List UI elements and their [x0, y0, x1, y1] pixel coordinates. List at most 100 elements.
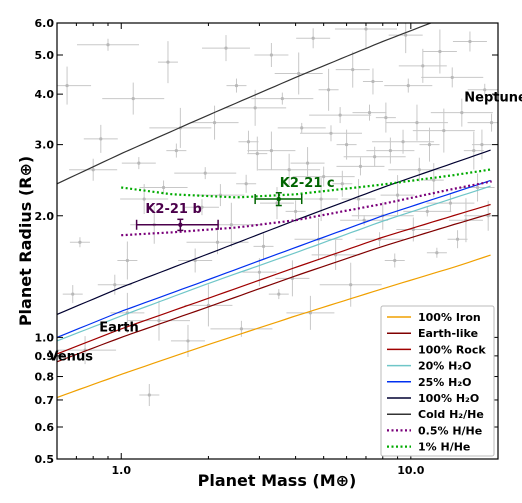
legend-label: 100% Rock [418, 343, 486, 356]
y-tick-label: 0.8 [35, 371, 55, 384]
background-planet [421, 67, 484, 88]
k2-21-planets: K2-21 b K2-21 c [135, 176, 335, 232]
background-planet [139, 384, 160, 407]
background-planet [375, 102, 396, 133]
x-tick-label: 10.0 [397, 464, 424, 477]
background-planet [236, 174, 257, 193]
background-planet [296, 28, 331, 49]
background-planet [127, 300, 190, 341]
background-planet [352, 104, 387, 121]
background-planet [452, 31, 487, 52]
legend: 100% Iron Earth-like 100% Rock 20% H₂O 25% H… [380, 305, 495, 457]
background-planet [309, 107, 372, 124]
background-planet [184, 199, 219, 216]
background-planet [166, 143, 187, 158]
legend-label: 0.5% H/He [418, 424, 482, 437]
background-planet [319, 262, 382, 307]
y-tick-label: 4.0 [35, 88, 55, 101]
x-axis-label: Planet Mass (M⊕) [198, 471, 357, 490]
curve-cold-h-he [57, 23, 433, 185]
legend-label: Earth-like [418, 327, 478, 340]
label-earth: Earth [99, 320, 139, 335]
background-planet [174, 167, 237, 180]
background-planet [238, 130, 259, 153]
background-planet [384, 253, 405, 268]
curve-100-h-o [57, 149, 491, 315]
legend-entry: 100% H₂O [387, 392, 479, 405]
background-planet [334, 23, 397, 49]
background-planet [178, 248, 213, 273]
background-planet [83, 124, 118, 153]
background-planet [341, 179, 376, 220]
background-planet [384, 78, 433, 93]
legend-label: 100% Iron [418, 311, 481, 324]
background-planet [471, 129, 492, 160]
background-planet [460, 173, 495, 202]
background-planet [423, 163, 444, 198]
label-venus: Venus [49, 349, 94, 364]
background-planet [251, 92, 314, 105]
x-tick-label: 1.0 [111, 464, 131, 477]
background-planet [318, 68, 339, 111]
background-planets [57, 23, 498, 407]
background-planet [467, 83, 498, 96]
background-planet [335, 51, 370, 88]
background-planet [120, 184, 169, 215]
legend-entry: 1% H/He [387, 441, 470, 454]
legend-label: Cold H₂/He [418, 408, 484, 421]
background-planet [447, 230, 468, 249]
planet-k2-21-c: K2-21 c [254, 176, 335, 207]
legend-entry: 100% Iron [387, 311, 481, 324]
plot-frame [56, 22, 499, 460]
background-planet [463, 131, 484, 170]
background-planet [201, 35, 250, 62]
background-planet [121, 157, 156, 170]
background-planet [336, 157, 385, 176]
background-planet [76, 38, 139, 51]
background-planet [254, 42, 289, 67]
y-tick-label: 0.7 [35, 394, 55, 407]
background-planet [467, 113, 498, 132]
background-planet [372, 129, 435, 154]
background-planet [385, 104, 448, 141]
curve-25-h-o [57, 179, 491, 338]
legend-entry: 25% H₂O [387, 376, 472, 389]
legend-entry: 100% Rock [387, 343, 486, 356]
background-planet [242, 258, 277, 287]
legend-label: 20% H₂O [418, 360, 472, 373]
curve-20-h-o [57, 185, 491, 342]
curve-earth-like [57, 213, 491, 363]
background-planet [285, 200, 306, 223]
background-planet [366, 137, 415, 164]
y-tick-label: 5.0 [35, 49, 55, 62]
background-planet [388, 157, 451, 182]
y-tick-label: 1.0 [35, 331, 55, 344]
legend-entry: Earth-like [387, 327, 478, 340]
legend-entry: 20% H₂O [387, 360, 472, 373]
curve-1-h-he [121, 168, 492, 199]
x-axis-ticks: 1.0 10.0 [56, 23, 499, 477]
background-planet [268, 289, 289, 300]
legend-box [380, 305, 495, 457]
background-planet [286, 295, 335, 330]
curve-0-5-h-he [121, 180, 492, 237]
legend-label: 100% H₂O [418, 392, 479, 405]
y-tick-label: 0.9 [35, 350, 55, 363]
legend-label: 1% H/He [418, 441, 470, 454]
background-planet [430, 98, 493, 127]
background-planet [412, 108, 475, 153]
background-planet [247, 136, 268, 171]
background-planet [139, 180, 188, 195]
background-planet [97, 274, 132, 295]
background-planet [277, 122, 326, 133]
background-planet [426, 247, 447, 258]
background-planet [102, 82, 165, 115]
background-planet [448, 198, 483, 243]
y-axis-label: Planet Radius (R⊕) [16, 156, 35, 326]
background-planet [157, 41, 178, 84]
legend-entry: Cold H₂/He [387, 408, 484, 421]
background-planet [362, 68, 383, 95]
background-planet [196, 184, 245, 207]
background-planet [57, 336, 117, 365]
